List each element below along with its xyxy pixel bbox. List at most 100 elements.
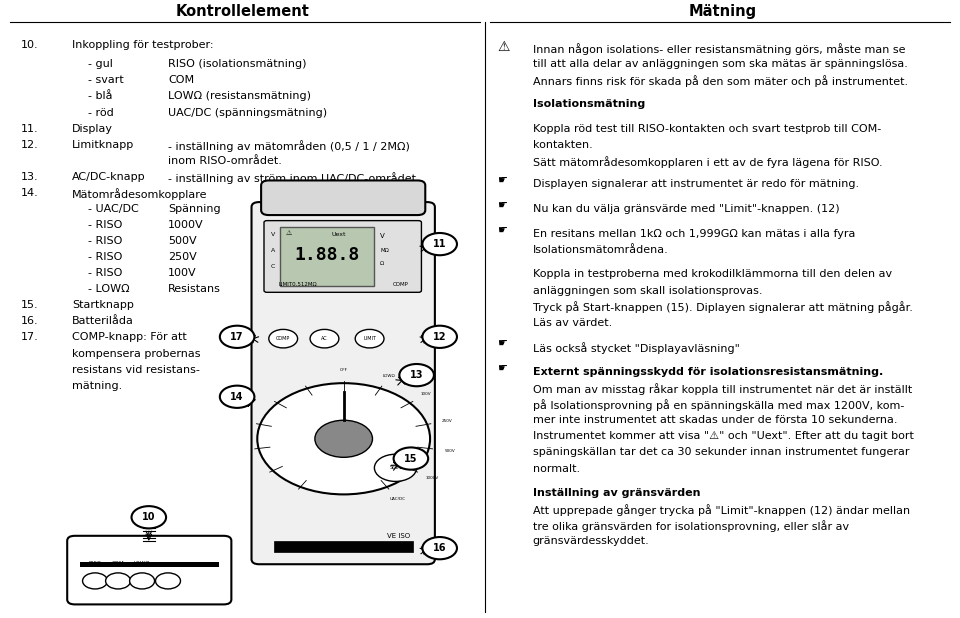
Circle shape <box>130 573 155 589</box>
Text: 12.: 12. <box>21 140 38 150</box>
FancyBboxPatch shape <box>252 202 435 564</box>
Text: ☛: ☛ <box>497 363 507 373</box>
Text: AC/DC-knapp: AC/DC-knapp <box>72 172 146 182</box>
Text: normalt.: normalt. <box>533 464 580 473</box>
Text: ☛: ☛ <box>497 175 507 185</box>
Text: 16.: 16. <box>21 316 38 326</box>
Circle shape <box>83 573 108 589</box>
Text: ☛: ☛ <box>497 200 507 210</box>
Text: 100V: 100V <box>420 392 431 396</box>
Text: ⚠: ⚠ <box>286 231 293 236</box>
Text: - gul: - gul <box>88 59 113 69</box>
Text: Innan någon isolations- eller resistansmätning görs, måste man se: Innan någon isolations- eller resistansm… <box>533 43 905 55</box>
Text: Ω: Ω <box>380 261 384 266</box>
Text: Batterilåda: Batterilåda <box>72 316 133 326</box>
Text: LIMIT: LIMIT <box>363 336 376 341</box>
Text: kontakten.: kontakten. <box>533 140 592 150</box>
Text: Annars finns risk för skada på den som mäter och på instrumentet.: Annars finns risk för skada på den som m… <box>533 75 908 87</box>
Text: 10: 10 <box>142 512 156 522</box>
Text: 10.: 10. <box>21 40 38 50</box>
Bar <box>80 562 219 567</box>
Text: tre olika gränsvärden for isolationsprovning, eller slår av: tre olika gränsvärden for isolationsprov… <box>533 520 849 532</box>
Text: kompensera probernas: kompensera probernas <box>72 349 201 358</box>
Text: RISO: RISO <box>88 561 102 566</box>
Text: LOWΩ: LOWΩ <box>383 374 396 378</box>
Text: 13: 13 <box>410 370 423 380</box>
Circle shape <box>106 573 131 589</box>
Text: Mätning: Mätning <box>688 4 756 19</box>
Text: COMP-knapp: För att: COMP-knapp: För att <box>72 332 187 342</box>
Text: 15: 15 <box>404 454 418 464</box>
Text: Nu kan du välja gränsvärde med "Limit"-knappen. (12): Nu kan du välja gränsvärde med "Limit"-k… <box>533 204 839 214</box>
Circle shape <box>394 447 428 470</box>
Text: - inställning av mätområden (0,5 / 1 / 2MΩ): - inställning av mätområden (0,5 / 1 / 2… <box>168 140 410 151</box>
Text: V: V <box>271 232 275 237</box>
FancyBboxPatch shape <box>261 180 425 215</box>
Text: resistans vid resistans-: resistans vid resistans- <box>72 365 200 375</box>
Text: - inställning av ström inom UAC/DC-området.: - inställning av ström inom UAC/DC-områd… <box>168 172 420 184</box>
Text: Att upprepade gånger trycka på "Limit"-knappen (12) ändar mellan: Att upprepade gånger trycka på "Limit"-k… <box>533 504 910 516</box>
Text: 100V: 100V <box>168 268 197 278</box>
Text: 500V: 500V <box>168 236 197 246</box>
Bar <box>280 227 374 286</box>
Text: 12: 12 <box>433 332 446 342</box>
Text: på Isolationsprovning på en spänningskälla med max 1200V, kom-: på Isolationsprovning på en spänningskäl… <box>533 399 904 411</box>
Circle shape <box>422 233 457 255</box>
Text: OFF: OFF <box>340 368 348 371</box>
Circle shape <box>269 329 298 348</box>
Text: 500V: 500V <box>444 449 455 453</box>
Text: 16: 16 <box>433 543 446 553</box>
Text: inom RISO-området.: inom RISO-området. <box>168 156 282 166</box>
Text: 250V: 250V <box>168 252 197 262</box>
Text: Läs av värdet.: Läs av värdet. <box>533 318 612 328</box>
Text: Läs också stycket "Displayavläsning": Läs också stycket "Displayavläsning" <box>533 342 739 354</box>
Text: Inkoppling för testprober:: Inkoppling för testprober: <box>72 40 213 50</box>
Bar <box>274 541 413 552</box>
Text: Resistans: Resistans <box>168 284 221 294</box>
Text: 1.88.8: 1.88.8 <box>295 247 360 265</box>
Circle shape <box>310 329 339 348</box>
Text: En resitans mellan 1kΩ och 1,999GΩ kan mätas i alla fyra: En resitans mellan 1kΩ och 1,999GΩ kan m… <box>533 229 855 239</box>
Text: VE ISO: VE ISO <box>387 533 410 539</box>
FancyBboxPatch shape <box>264 221 421 292</box>
Text: ⚠: ⚠ <box>497 40 510 54</box>
Text: Displayen signalerar att instrumentet är redo för mätning.: Displayen signalerar att instrumentet är… <box>533 179 859 189</box>
Text: Sätt mätområdesomkopplaren i ett av de fyra lägena för RISO.: Sätt mätområdesomkopplaren i ett av de f… <box>533 156 882 167</box>
Text: COMP: COMP <box>393 282 409 287</box>
Text: LIMIT0.512MΩ: LIMIT0.512MΩ <box>278 282 317 287</box>
Text: COMP: COMP <box>276 336 290 341</box>
Text: C: C <box>271 265 275 269</box>
Text: - RISO: - RISO <box>88 236 123 246</box>
Text: 14.: 14. <box>21 188 38 198</box>
Circle shape <box>132 506 166 528</box>
Text: Display: Display <box>72 124 113 133</box>
Text: COM: COM <box>168 75 194 85</box>
Text: - RISO: - RISO <box>88 220 123 230</box>
Text: V: V <box>380 233 385 239</box>
Text: A: A <box>271 248 275 253</box>
Text: 17: 17 <box>230 332 244 342</box>
Text: Instrumentet kommer att visa "⚠" och "Uext". Efter att du tagit bort: Instrumentet kommer att visa "⚠" och "Ue… <box>533 431 914 441</box>
Text: Koppla röd test till RISO-kontakten och svart testprob till COM-: Koppla röd test till RISO-kontakten och … <box>533 124 881 133</box>
Text: Startknapp: Startknapp <box>72 300 133 310</box>
Text: Externt spänningsskydd för isolationsresistansmätning.: Externt spänningsskydd för isolationsres… <box>533 367 883 377</box>
Text: UAC/DC (spänningsmätning): UAC/DC (spänningsmätning) <box>168 108 327 117</box>
Text: ☛: ☛ <box>497 224 507 234</box>
Text: 15.: 15. <box>21 300 38 310</box>
Text: mätning.: mätning. <box>72 381 122 391</box>
Circle shape <box>374 454 417 481</box>
Text: - svart: - svart <box>88 75 124 85</box>
Text: till att alla delar av anläggningen som ska mätas är spänningslösa.: till att alla delar av anläggningen som … <box>533 59 907 69</box>
Text: späningskällan tar det ca 30 sekunder innan instrumentet fungerar: späningskällan tar det ca 30 sekunder in… <box>533 447 909 457</box>
Circle shape <box>220 386 254 408</box>
Text: 1000V: 1000V <box>168 220 204 230</box>
Text: LOWΩ: LOWΩ <box>133 561 151 566</box>
Text: - LOWΩ: - LOWΩ <box>88 284 130 294</box>
Text: Koppla in testproberna med krokodilklämmorna till den delen av: Koppla in testproberna med krokodilklämm… <box>533 269 892 279</box>
Text: 250V: 250V <box>443 419 453 423</box>
Text: - UAC/DC: - UAC/DC <box>88 204 139 214</box>
Text: UAC/DC: UAC/DC <box>157 561 179 566</box>
Text: 17.: 17. <box>21 332 38 342</box>
Circle shape <box>156 573 180 589</box>
Text: Mätområdesomkopplare: Mätområdesomkopplare <box>72 188 207 200</box>
